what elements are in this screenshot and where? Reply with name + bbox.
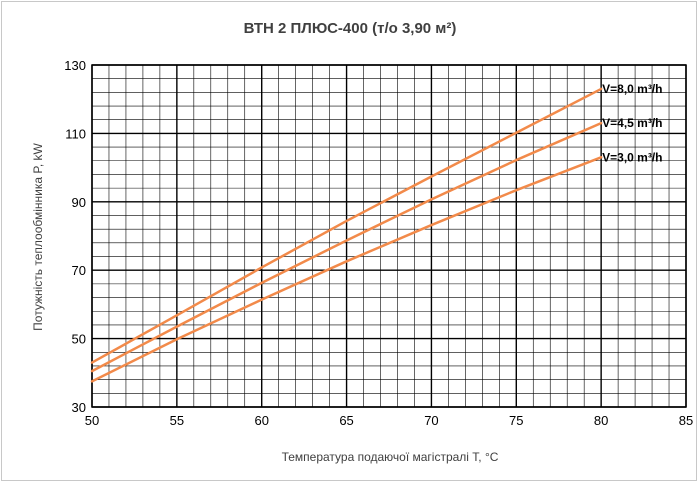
series-label-3: V=3,0 m³/h [602,150,662,164]
x-tick-label: 80 [594,413,608,428]
y-tick-label: 50 [72,332,86,347]
x-tick-label: 65 [339,413,353,428]
x-tick-label: 70 [424,413,438,428]
y-tick-label: 110 [65,126,86,141]
chart-grid [91,64,687,408]
chart-series-group: V=8,0 m³/h V=4,5 m³/h V=3,0 m³/h [90,82,663,383]
x-axis-label: Температура подаючої магістралі T, °C [282,450,499,464]
plot-area [92,65,686,407]
x-tick-label: 85 [679,413,693,428]
y-tick-label: 90 [72,195,86,210]
x-tick-label: 60 [254,413,268,428]
y-tick-label: 70 [72,263,86,278]
series-line-2 [90,121,603,373]
series-line-3 [90,156,603,383]
series-line-1 [90,87,603,364]
y-axis-label: Потужність теплообмінника P, kW [31,142,45,330]
chart-title: ВТН 2 ПЛЮС-400 (т/о 3,90 м²) [244,20,457,37]
y-tick-label: 130 [64,58,86,73]
x-tick-label: 50 [85,413,99,428]
series-label-1: V=8,0 m³/h [602,82,662,96]
plot-border [91,64,687,408]
series-label-2: V=4,5 m³/h [602,116,662,130]
x-tick-label: 75 [509,413,523,428]
y-tick-label: 30 [72,400,86,415]
x-tick-label: 55 [170,413,184,428]
